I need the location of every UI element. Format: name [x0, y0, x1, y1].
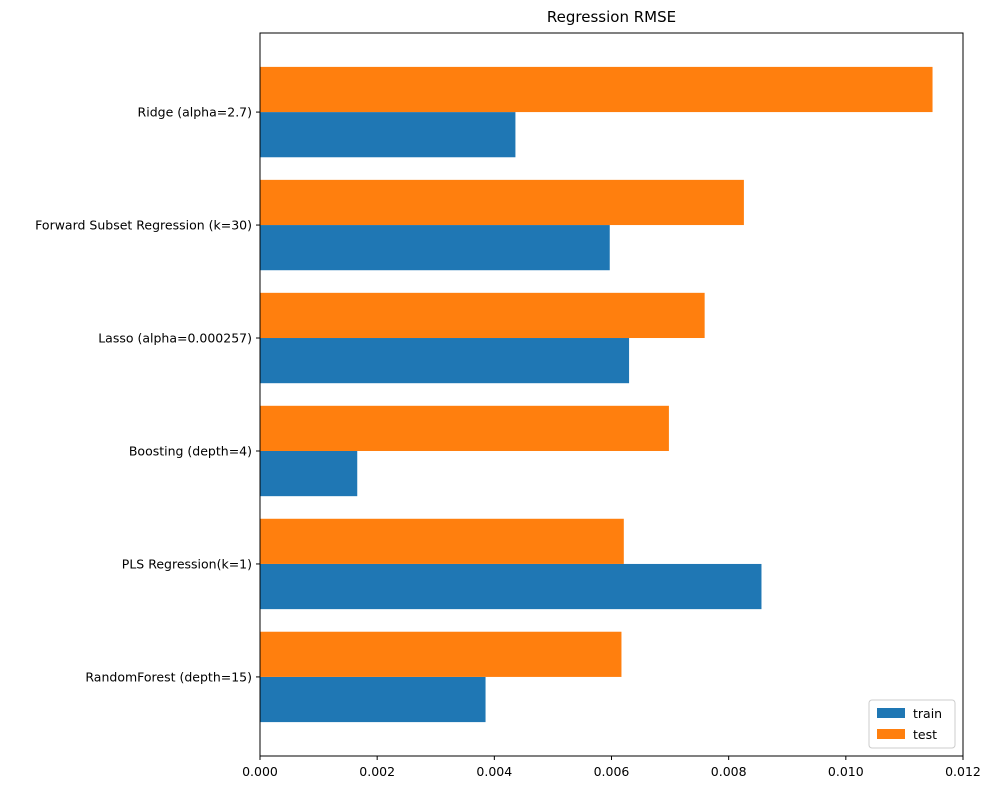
bar-test-4: [260, 179, 744, 226]
x-tick-label: 0.012: [945, 764, 981, 779]
legend: train test: [868, 699, 956, 749]
bar-train-0: [260, 676, 486, 723]
bar-train-2: [260, 450, 358, 497]
legend-label-test: test: [913, 727, 937, 742]
bar-test-5: [260, 66, 933, 113]
x-tick-label: 0.008: [711, 764, 747, 779]
x-axis: 0.000 0.002 0.004 0.006 0.008 0.010 0.012: [242, 756, 981, 779]
bar-train-5: [260, 112, 516, 158]
y-tick-label: Boosting (depth=4): [129, 443, 252, 458]
y-tick-label: Forward Subset Regression (k=30): [35, 218, 252, 233]
bar-train-1: [260, 563, 762, 610]
y-tick-label: RandomForest (depth=15): [85, 669, 252, 684]
y-tick-label: PLS Regression(k=1): [122, 556, 252, 571]
x-tick-label: 0.000: [242, 764, 278, 779]
x-tick-label: 0.002: [359, 764, 395, 779]
chart-title: Regression RMSE: [547, 8, 676, 26]
bar-test-1: [260, 518, 624, 564]
x-tick-label: 0.006: [594, 764, 630, 779]
x-tick-label: 0.010: [828, 764, 864, 779]
legend-swatch-test: [877, 729, 905, 739]
bar-test-3: [260, 292, 705, 339]
bar-test-0: [260, 631, 622, 677]
y-axis: RandomForest (depth=15) PLS Regression(k=…: [35, 105, 260, 684]
y-tick-label: Lasso (alpha=0.000257): [98, 331, 252, 346]
bar-train-4: [260, 225, 610, 271]
bars-layer: [260, 66, 933, 723]
legend-swatch-train: [877, 708, 905, 718]
x-tick-label: 0.004: [476, 764, 512, 779]
bar-test-2: [260, 405, 669, 451]
y-tick-label: Ridge (alpha=2.7): [138, 105, 252, 120]
legend-label-train: train: [913, 706, 942, 721]
bar-train-3: [260, 338, 630, 384]
